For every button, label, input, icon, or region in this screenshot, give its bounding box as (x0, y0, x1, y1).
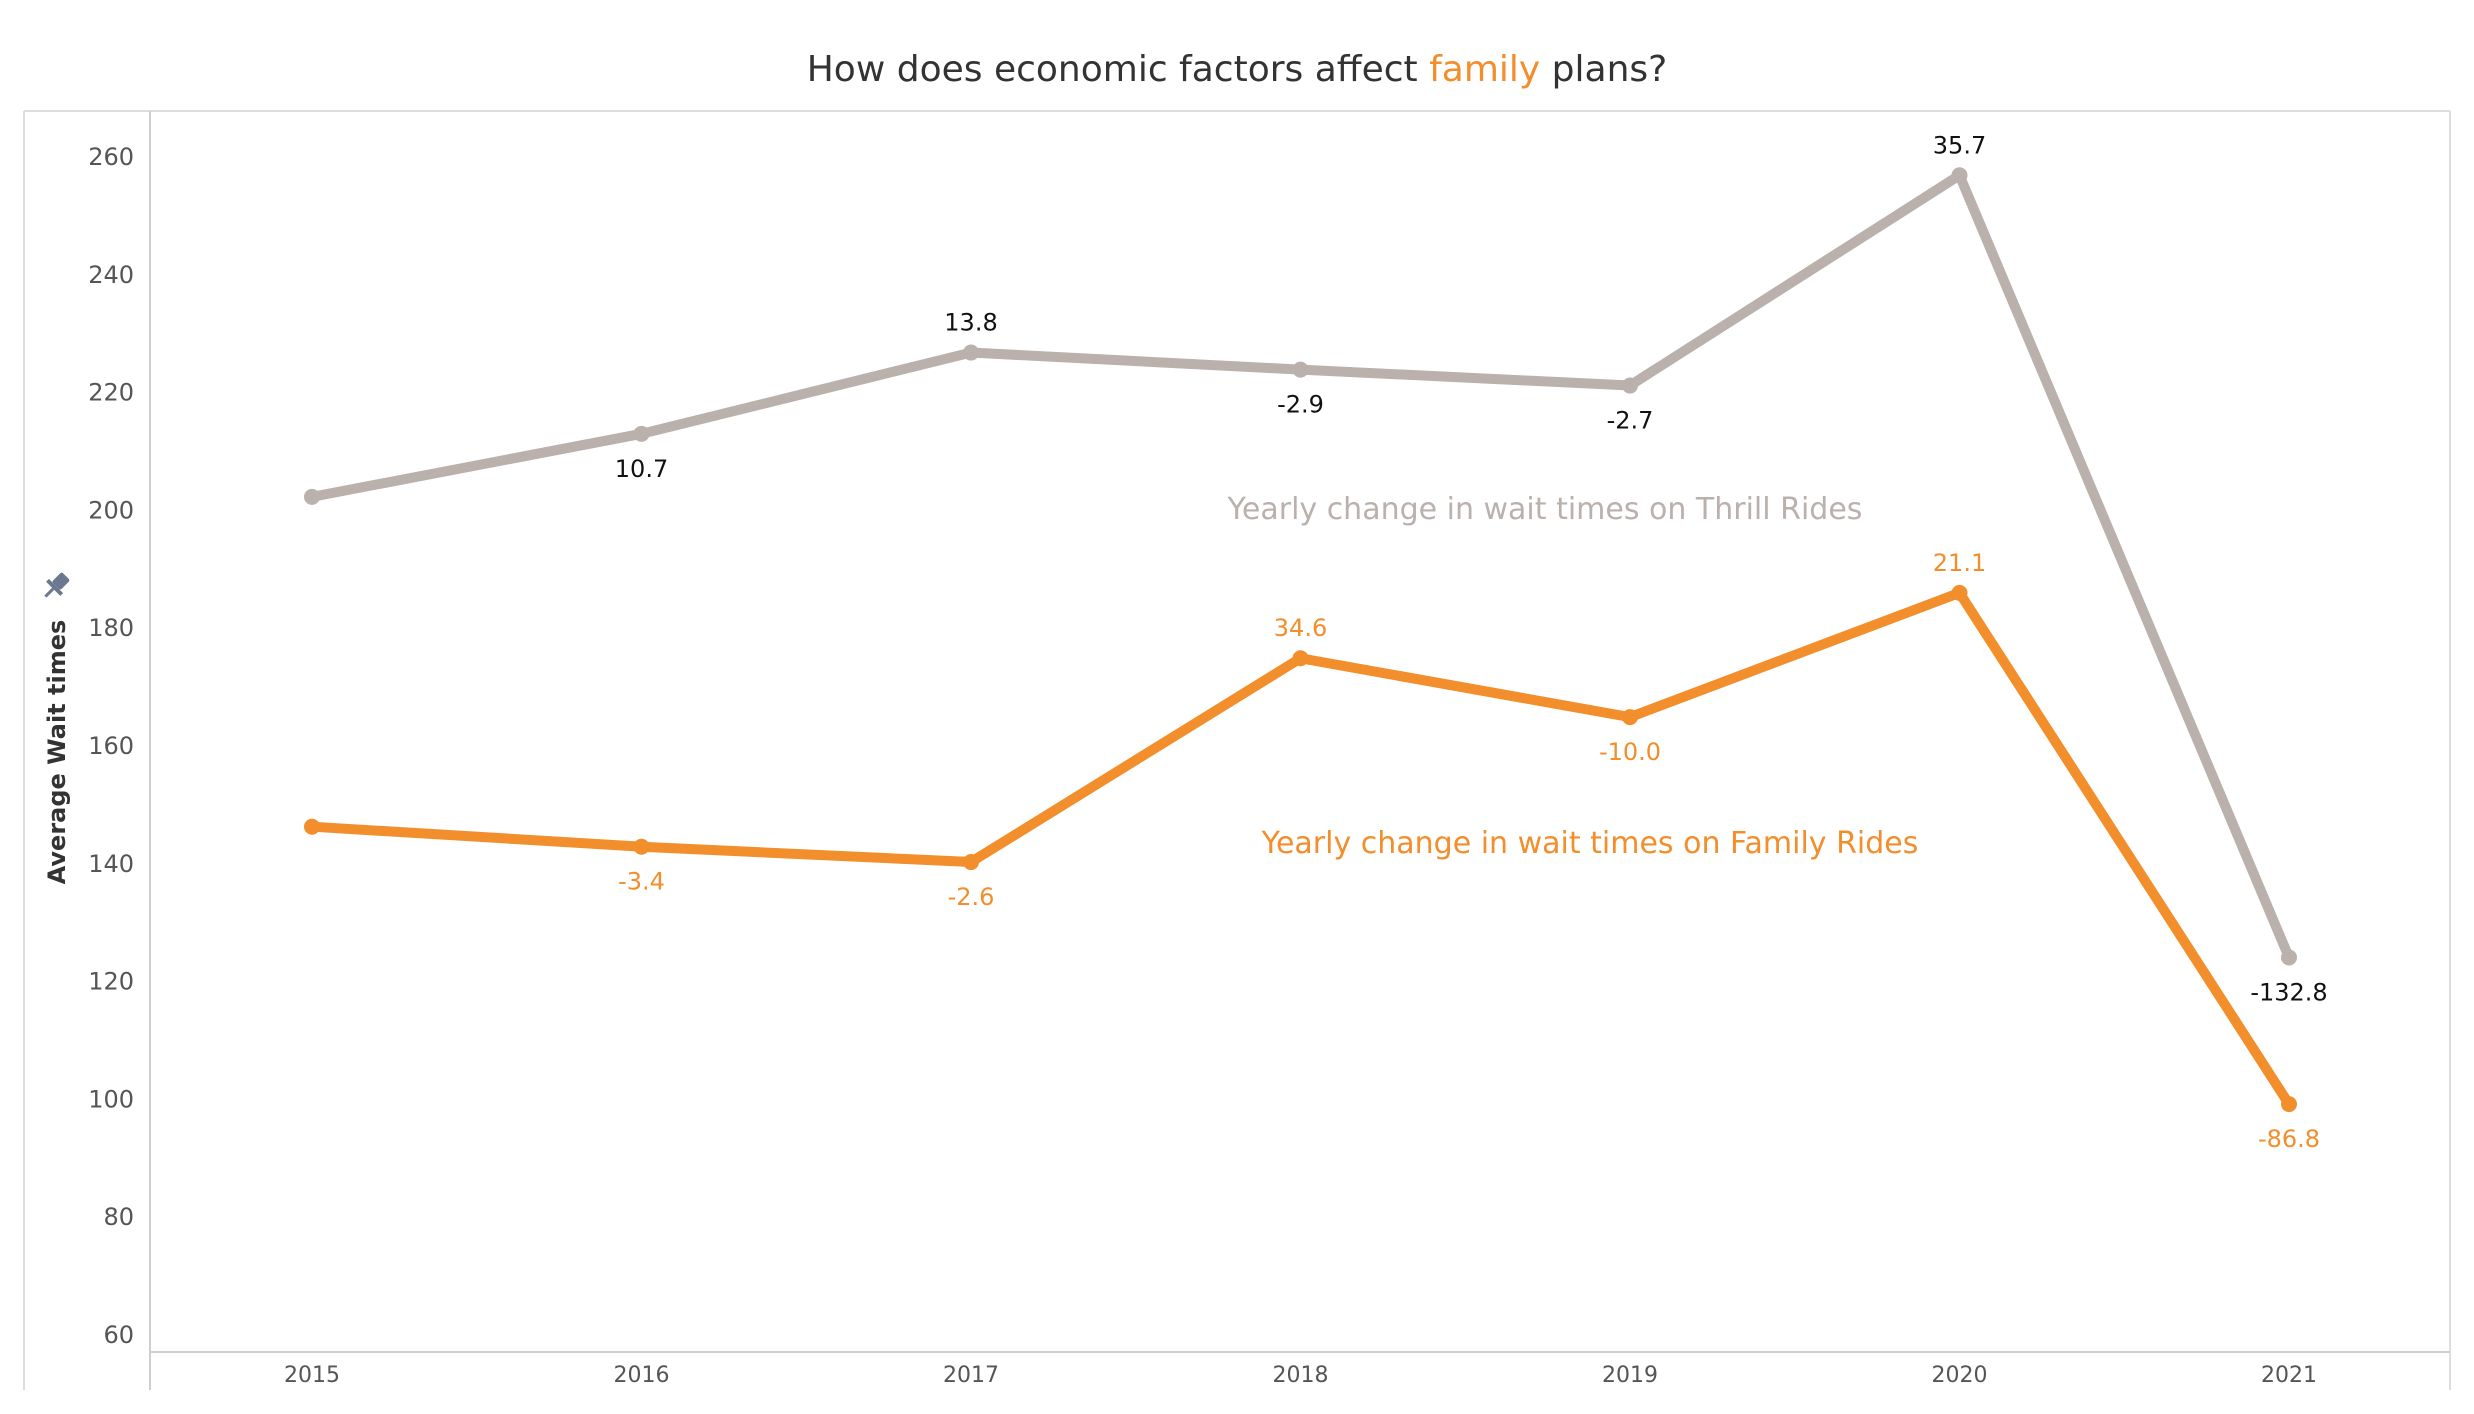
data-point-family (963, 854, 979, 871)
data-point-thrill (2281, 949, 2297, 966)
data-label-thrill: 35.7 (1933, 131, 1986, 159)
data-label-thrill: 10.7 (615, 455, 668, 483)
series-annotation-family: Yearly change in wait times on Family Ri… (1261, 826, 1919, 861)
x-tick-label: 2018 (1273, 1363, 1329, 1388)
chart-title-highlight: family (1429, 49, 1540, 90)
chart-title: How does economic factors affect family … (807, 49, 1668, 90)
data-point-family (1951, 584, 1968, 601)
pin-icon[interactable] (38, 569, 73, 604)
x-tick-label: 2017 (943, 1363, 999, 1388)
chart-title-suffix: plans? (1540, 49, 1667, 90)
y-axis-ticks: 60 80 100 120 140 160 180 200 220 240 260 (88, 143, 134, 1349)
data-label-family: -10.0 (1599, 738, 1661, 766)
data-point-family (2281, 1096, 2297, 1113)
data-point-family (304, 818, 320, 835)
y-tick-label: 120 (88, 968, 134, 996)
data-label-thrill: -2.9 (1277, 391, 1324, 419)
data-point-family (633, 838, 650, 855)
series-annotation-thrill: Yearly change in wait times on Thrill Ri… (1227, 492, 1863, 527)
y-tick-label: 100 (88, 1085, 134, 1113)
data-point-family (1622, 709, 1638, 726)
x-tick-label: 2019 (1602, 1363, 1658, 1388)
y-tick-label: 260 (88, 143, 134, 171)
data-labels: 10.7 13.8 -2.9 -2.7 35.7 -132.8 -3.4 -2.6 34.6 -1… (615, 131, 2328, 1153)
data-label-thrill: -132.8 (2250, 978, 2327, 1006)
data-label-family: 21.1 (1933, 549, 1986, 577)
data-label-family: -86.8 (2258, 1125, 2320, 1153)
data-point-thrill (1951, 167, 1968, 184)
y-tick-label: 140 (88, 850, 134, 878)
y-tick-label: 200 (88, 496, 134, 524)
data-label-family: 34.6 (1274, 614, 1327, 642)
x-tick-label: 2015 (284, 1363, 340, 1388)
chart-title-prefix: How does economic factors affect (807, 49, 1429, 90)
y-tick-label: 220 (88, 379, 134, 407)
data-point-thrill (1292, 361, 1309, 378)
data-label-thrill: -2.7 (1607, 407, 1654, 435)
data-point-family (1292, 650, 1309, 667)
data-label-family: -2.6 (948, 883, 995, 911)
y-tick-label: 160 (88, 732, 134, 760)
series-layer (304, 167, 2297, 1113)
data-point-thrill (963, 344, 979, 361)
series-annotations: Yearly change in wait times on Thrill Ri… (1227, 492, 1919, 861)
data-label-family: -3.4 (618, 868, 665, 896)
data-point-thrill (304, 488, 320, 505)
data-label-thrill: 13.8 (944, 309, 997, 337)
x-tick-label: 2021 (2261, 1363, 2317, 1388)
data-point-thrill (633, 425, 650, 442)
y-axis-label: Average Wait times (43, 620, 71, 885)
y-tick-label: 80 (103, 1203, 134, 1231)
y-tick-label: 240 (88, 261, 134, 289)
y-tick-label: 180 (88, 614, 134, 642)
y-tick-label: 60 (103, 1321, 134, 1349)
x-axis-ticks: 2015 2016 2017 2018 2019 2020 2021 (284, 1363, 2317, 1388)
data-point-thrill (1622, 377, 1638, 394)
x-tick-label: 2016 (614, 1363, 670, 1388)
x-tick-label: 2020 (1932, 1363, 1988, 1388)
